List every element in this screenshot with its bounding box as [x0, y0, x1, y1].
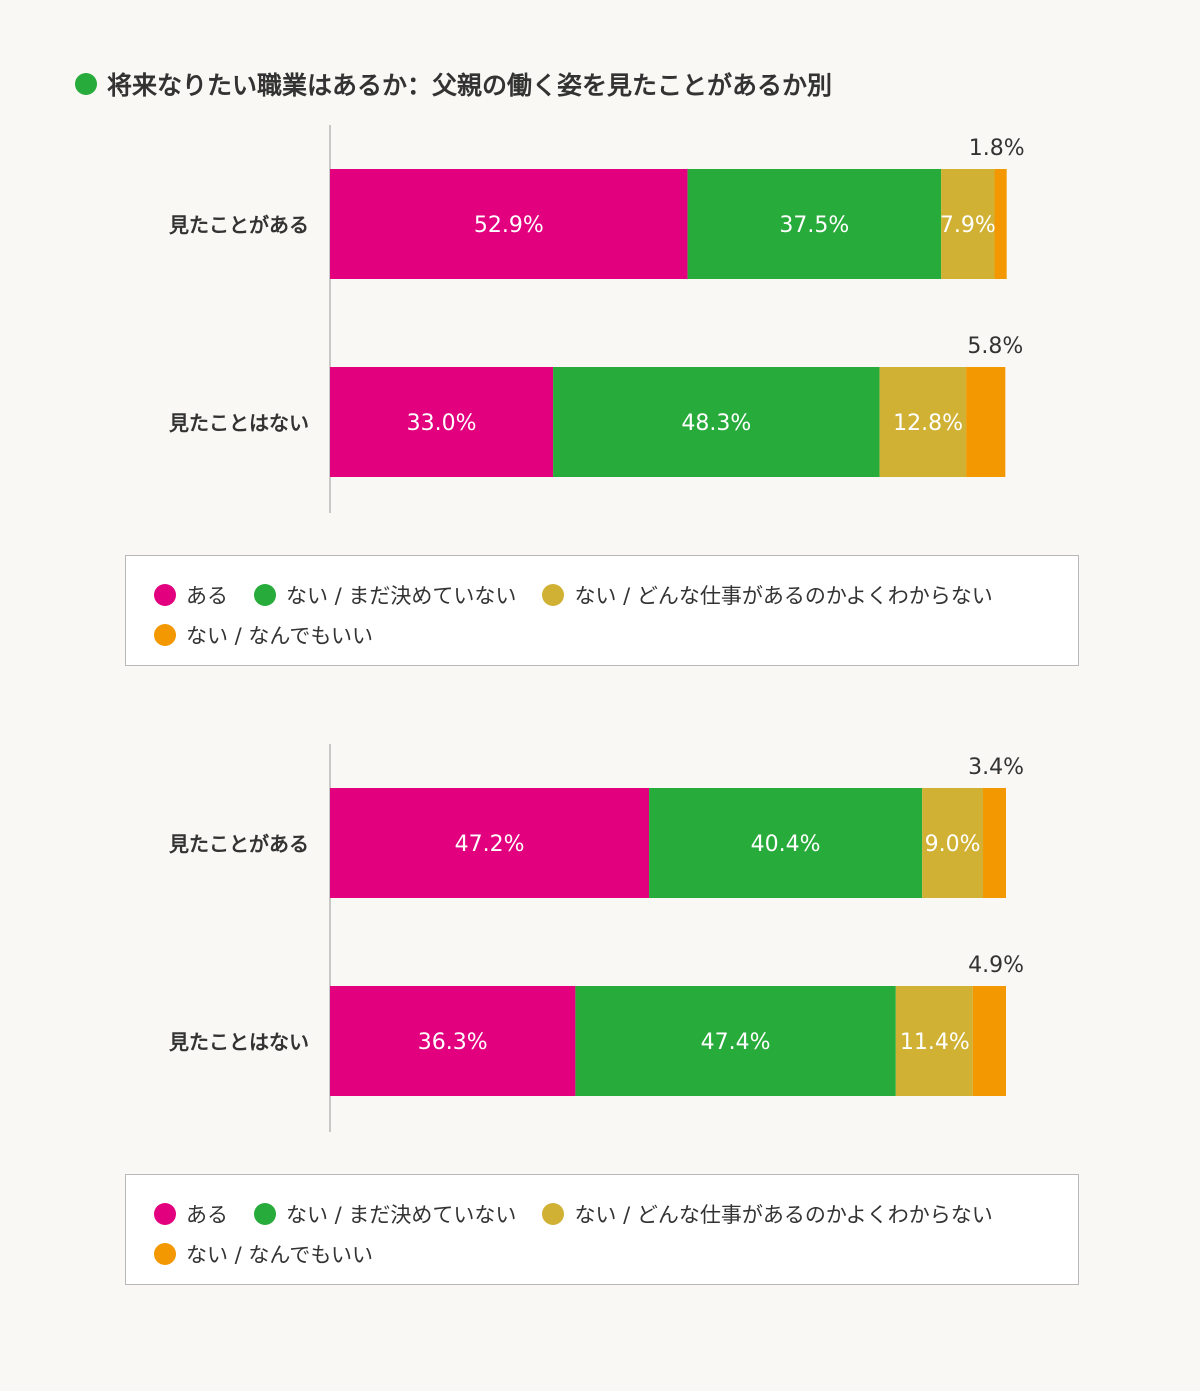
legend-item: ない / どんな仕事があるのかよくわからない — [542, 578, 993, 612]
data-label: 1.8% — [969, 136, 1025, 161]
data-label: 4.9% — [968, 953, 1024, 978]
bar-segment — [330, 986, 576, 1096]
data-label: 33.0% — [407, 411, 477, 436]
bar-segment — [972, 986, 1006, 1096]
data-label: 9.0% — [925, 832, 981, 857]
legend-item: ない / なんでもいい — [154, 618, 373, 652]
legend-item: ない / まだ決めていない — [254, 578, 516, 612]
bar-segment — [575, 986, 896, 1096]
legend-label: ない / まだ決めていない — [286, 1203, 517, 1227]
category-label: 見たことはない — [169, 411, 309, 435]
legend-item: ない / どんな仕事があるのかよくわからない — [542, 1197, 993, 1231]
chart-title-text: 将来なりたい職業はあるか：父親の働く姿を見たことがあるか別 — [107, 71, 833, 100]
data-label: 12.8% — [893, 411, 963, 436]
chart-1-legend: ある ない / まだ決めていない ない / どんな仕事があるのかよくわからないない … — [125, 555, 1079, 666]
bar-segment — [687, 169, 942, 279]
bar-segment — [922, 788, 984, 898]
legend-item: ある — [154, 1197, 228, 1231]
legend-dot-icon — [542, 1203, 565, 1225]
legend-label: ない / なんでもいい — [186, 1243, 373, 1267]
data-label: 40.4% — [751, 832, 821, 857]
legend-label: ない / どんな仕事があるのかよくわからない — [574, 1203, 993, 1227]
data-label: 7.9% — [940, 213, 996, 238]
category-label: 見たことがある — [169, 832, 309, 856]
bar-segment — [879, 367, 967, 477]
chart-1-svg: 見たことがある 52.9% 37.5% 7.9% 1.8% 見たことはない 33.0% 48.… — [169, 125, 1025, 513]
chart-title: 将来なりたい職業はあるか：父親の働く姿を見たことがあるか別 — [75, 66, 832, 102]
bar-segment — [895, 986, 973, 1096]
legend-dot-icon — [154, 624, 176, 646]
legend-item: ない / なんでもいい — [154, 1237, 373, 1271]
legend-item: ある — [154, 578, 228, 612]
legend-label: ある — [186, 584, 228, 608]
data-label: 52.9% — [474, 213, 544, 238]
chart-2-legend: ある ない / まだ決めていない ない / どんな仕事があるのかよくわからないない … — [125, 1174, 1079, 1285]
data-label: 5.8% — [967, 334, 1023, 359]
data-label: 11.4% — [900, 1030, 970, 1055]
legend-label: ない / どんな仕事があるのかよくわからない — [574, 584, 993, 608]
legend-label: ない / なんでもいい — [186, 624, 373, 648]
legend-label: ない / まだ決めていない — [286, 584, 517, 608]
legend-item: ない / まだ決めていない — [254, 1197, 516, 1231]
legend-dot-icon — [542, 584, 565, 606]
bar-segment — [330, 367, 554, 477]
legend-dot-icon — [154, 1203, 176, 1225]
bar-segment — [966, 367, 1006, 477]
legend-dot-icon — [254, 1203, 276, 1225]
legend-dot-icon — [254, 584, 276, 606]
data-label: 48.3% — [681, 411, 751, 436]
bar-segment — [649, 788, 923, 898]
bar-segment — [994, 169, 1007, 279]
legend-dot-icon — [154, 584, 176, 606]
data-label: 3.4% — [968, 755, 1024, 780]
chart-2-svg: 見たことがある 47.2% 40.4% 9.0% 3.4% 見たことはない 36.3% 47.… — [169, 744, 1024, 1132]
bar-segment — [553, 367, 880, 477]
bar-segment — [983, 788, 1006, 898]
bar-segment — [330, 788, 650, 898]
stacked-bar-chart-2: 見たことがある 47.2% 40.4% 9.0% 3.4% 見たことはない 36.3% 47.… — [0, 744, 1200, 1144]
stacked-bar-chart-1: 見たことがある 52.9% 37.5% 7.9% 1.8% 見たことはない 33.0% 48.… — [0, 125, 1200, 525]
category-label: 見たことがある — [169, 213, 309, 237]
data-label: 47.4% — [701, 1030, 771, 1055]
data-label: 36.3% — [418, 1030, 488, 1055]
bar-segment — [330, 169, 688, 279]
legend-label: ある — [186, 1203, 228, 1227]
category-label: 見たことはない — [169, 1030, 309, 1054]
title-bullet-icon — [75, 73, 97, 95]
legend-dot-icon — [154, 1243, 176, 1265]
bar-segment — [941, 169, 995, 279]
data-label: 47.2% — [455, 832, 525, 857]
data-label: 37.5% — [779, 213, 849, 238]
